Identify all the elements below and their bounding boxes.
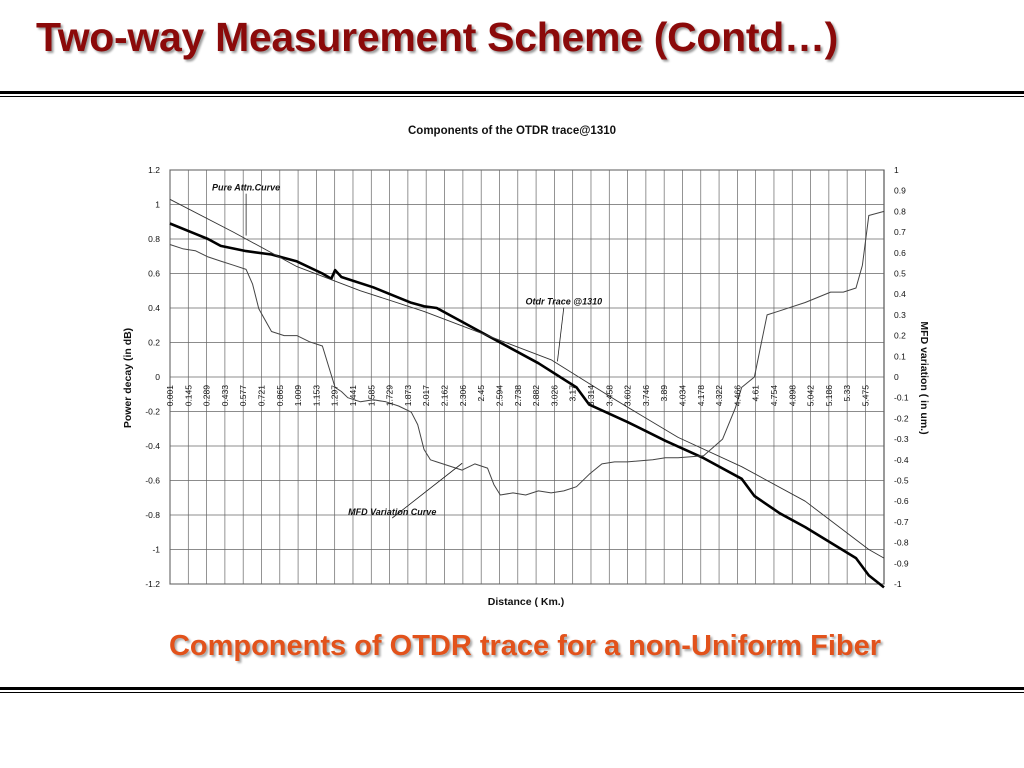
x-tick-label: 1.441: [348, 385, 358, 407]
x-tick-label: 4.61: [751, 385, 761, 402]
x-tick-label: 0.721: [256, 385, 266, 407]
y2-tick-label: 0.2: [894, 331, 906, 341]
y-tick-label: 0.4: [148, 303, 160, 313]
x-tick-label: 1.009: [293, 385, 303, 407]
x-tick-label: 0.001: [165, 385, 175, 407]
y2-tick-label: 0.1: [894, 351, 906, 361]
x-tick-label: 4.754: [769, 385, 779, 407]
y2-tick-label: -0.4: [894, 455, 909, 465]
y-tick-label: -0.8: [145, 510, 160, 520]
x-ticks: 0.001 0.145 0.289 0.433 0.577 0.721 0.865 1.009…: [165, 385, 871, 407]
y-tick-label: -0.6: [145, 476, 160, 486]
x-tick-label: 1.297: [330, 385, 340, 407]
y2-tick-label: -0.7: [894, 517, 909, 527]
series-line-1: [169, 222, 885, 589]
annotation-label: Otdr Trace @1310: [525, 297, 602, 307]
y2-tick-label: -0.1: [894, 393, 909, 403]
x-tick-label: 2.738: [513, 385, 523, 407]
y-tick-label: 0: [155, 372, 160, 382]
y-tick-label: -0.4: [145, 441, 160, 451]
series-line-2: [169, 198, 885, 559]
y2-tick-label: 0.7: [894, 227, 906, 237]
grid: [169, 169, 885, 585]
x-tick-label: 5.475: [861, 385, 871, 407]
series: [169, 198, 885, 589]
y-tick-label: 0.8: [148, 234, 160, 244]
x-tick-label: 5.042: [806, 385, 816, 407]
y-tick-label: 1: [155, 200, 160, 210]
y-tick-label: -1.2: [145, 579, 160, 589]
annotation-label: MFD Variation Curve: [348, 507, 436, 517]
x-tick-label: 4.178: [696, 385, 706, 407]
y2-tick-label: 1: [894, 165, 899, 175]
x-tick-label: 3.314: [586, 385, 596, 407]
x-tick-label: 0.577: [238, 385, 248, 407]
y2-tick-label: -0.3: [894, 434, 909, 444]
y-ticks: 1.2 1 0.8 0.6 0.4 0.2 0 -0.2 -0.4 -0.6 -0.8 -1 -1.2: [145, 165, 160, 589]
x-tick-label: 1.153: [311, 385, 321, 407]
y-tick-label: 1.2: [148, 165, 160, 175]
x-tick-label: 1.873: [403, 385, 413, 407]
y2-tick-label: 0.6: [894, 248, 906, 258]
y2-tick-label: -0.8: [894, 538, 909, 548]
y-axis-label: Power decay (in dB): [122, 328, 134, 428]
x-tick-label: 1.729: [385, 385, 395, 407]
x-tick-label: 3.89: [659, 385, 669, 402]
x-tick-label: 4.034: [677, 385, 687, 407]
y2-tick-label: -0.2: [894, 413, 909, 423]
x-tick-label: 2.882: [531, 385, 541, 407]
x-tick-label: 2.45: [476, 385, 486, 402]
annotation-arrow: [391, 462, 463, 519]
x-tick-label: 2.306: [458, 385, 468, 407]
x-tick-label: 0.289: [202, 385, 212, 407]
x-axis-label: Distance ( Km.): [488, 596, 564, 608]
x-tick-label: 3.17: [568, 385, 578, 402]
y2-tick-label: 0.9: [894, 186, 906, 196]
x-tick-label: 0.433: [220, 385, 230, 407]
x-tick-label: 3.458: [604, 385, 614, 407]
x-tick-label: 5.33: [842, 385, 852, 402]
x-tick-label: 3.602: [623, 385, 633, 407]
y2-tick-label: 0.5: [894, 269, 906, 279]
x-tick-label: 2.017: [421, 385, 431, 407]
x-tick-label: 2.594: [494, 385, 504, 407]
chart-title: Components of the OTDR trace@1310: [408, 125, 616, 137]
x-tick-label: 5.186: [824, 385, 834, 407]
y2-tick-label: -0.5: [894, 476, 909, 486]
y2-tick-label: 0.8: [894, 206, 906, 216]
y2-axis-label: MFD variation ( in um.): [918, 321, 930, 434]
x-tick-label: 4.466: [732, 385, 742, 407]
annotation-arrow: [557, 307, 565, 362]
annotations: Pure Attn.Curve Otdr Trace @1310 MFD Varia…: [212, 183, 602, 519]
x-tick-label: 0.145: [183, 385, 193, 407]
top-divider: [0, 91, 1024, 97]
y-tick-label: -1: [152, 545, 160, 555]
y2-tick-label: 0.4: [894, 289, 906, 299]
y2-tick-label: -0.6: [894, 496, 909, 506]
x-tick-label: 3.026: [549, 385, 559, 407]
bottom-divider: [0, 687, 1024, 693]
y2-tick-label: 0: [894, 372, 899, 382]
y-tick-label: 0.6: [148, 269, 160, 279]
otdr-chart: Components of the OTDR trace@1310 Power …: [122, 125, 930, 608]
slide-title: Two-way Measurement Scheme (Contd…): [36, 14, 839, 60]
y2-tick-label: 0.3: [894, 310, 906, 320]
y2-ticks: 1 0.9 0.8 0.7 0.6 0.5 0.4 0.3 0.2 0.1 0 -0.1 -0.2 -0.…: [894, 165, 909, 589]
y-tick-label: 0.2: [148, 338, 160, 348]
annotation-label: Pure Attn.Curve: [212, 183, 280, 193]
x-tick-label: 3.746: [641, 385, 651, 407]
slide-caption: Components of OTDR trace for a non-Unifo…: [168, 630, 882, 662]
x-tick-label: 4.322: [714, 385, 724, 407]
y2-tick-label: -0.9: [894, 558, 909, 568]
y-tick-label: -0.2: [145, 407, 160, 417]
x-tick-label: 1.585: [366, 385, 376, 407]
y2-tick-label: -1: [894, 579, 902, 589]
x-tick-label: 0.865: [275, 385, 285, 407]
x-tick-label: 4.898: [787, 385, 797, 407]
series-line-3: [169, 210, 885, 496]
x-tick-label: 2.162: [440, 385, 450, 407]
